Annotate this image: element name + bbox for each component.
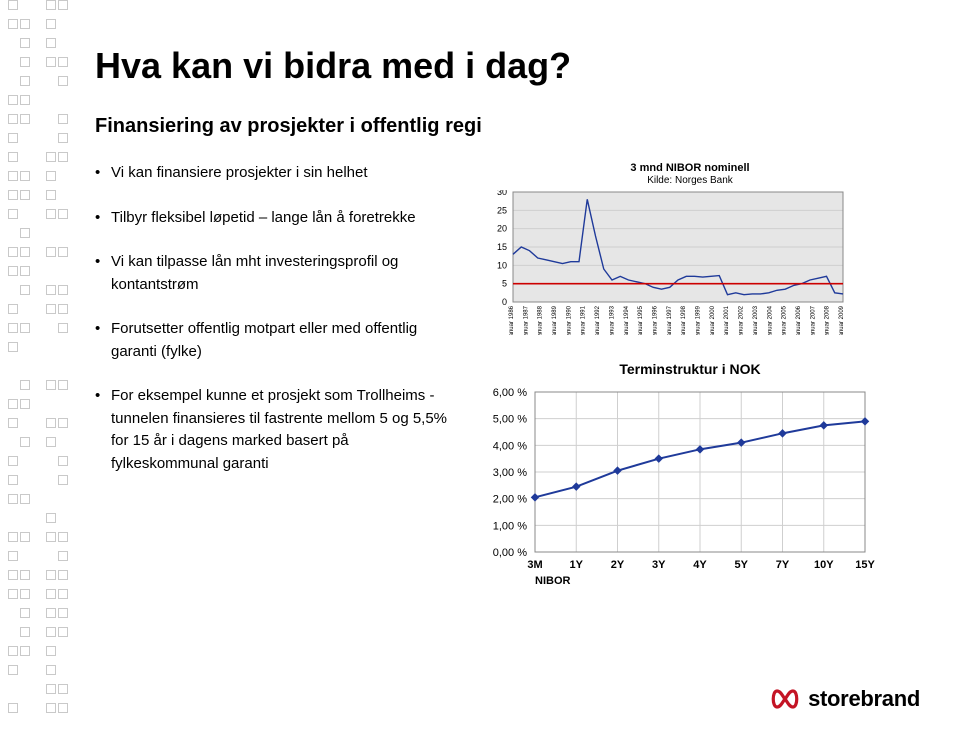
list-item: For eksempel kunne et prosjekt som Troll… xyxy=(95,385,455,475)
svg-text:25: 25 xyxy=(497,206,507,216)
svg-text:januar 1988: januar 1988 xyxy=(538,306,544,336)
svg-text:januar 1993: januar 1993 xyxy=(609,306,615,336)
nibor-chart: 3 mnd NIBOR nominell Kilde: Norges Bank … xyxy=(485,162,895,335)
bullet-column: Vi kan finansiere prosjekter i sin helhe… xyxy=(95,162,455,620)
svg-text:20: 20 xyxy=(497,224,507,234)
svg-text:30: 30 xyxy=(497,190,507,197)
svg-text:10: 10 xyxy=(497,261,507,271)
svg-text:januar 1991: januar 1991 xyxy=(581,306,587,336)
svg-text:1,00 %: 1,00 % xyxy=(493,520,527,532)
nibor-chart-subtitle: Kilde: Norges Bank xyxy=(485,175,895,186)
term-chart: Terminstruktur i NOK 0,00 % 1,00 % 2,00 % 3… xyxy=(485,361,895,594)
svg-text:15: 15 xyxy=(497,242,507,252)
svg-text:5,00 %: 5,00 % xyxy=(493,414,527,426)
list-item: Vi kan finansiere prosjekter i sin helhe… xyxy=(95,162,455,185)
nibor-chart-svg: 0 5 10 15 20 25 30 januar 1986 januar 1987 januar… xyxy=(485,190,885,335)
brand-name: storebrand xyxy=(808,686,920,712)
svg-text:januar 1990: januar 1990 xyxy=(566,306,572,336)
svg-text:januar 1999: januar 1999 xyxy=(696,306,702,336)
nibor-chart-title: 3 mnd NIBOR nominell xyxy=(485,162,895,175)
svg-text:januar 1994: januar 1994 xyxy=(624,306,630,336)
svg-text:januar 1997: januar 1997 xyxy=(667,306,673,336)
page-subtitle: Finansiering av prosjekter i offentlig r… xyxy=(95,115,920,138)
svg-text:januar 2003: januar 2003 xyxy=(753,306,759,336)
svg-text:januar 1996: januar 1996 xyxy=(652,306,658,336)
svg-text:januar 2007: januar 2007 xyxy=(810,306,816,336)
charts-column: 3 mnd NIBOR nominell Kilde: Norges Bank … xyxy=(485,162,895,620)
svg-text:4,00 %: 4,00 % xyxy=(493,440,527,452)
svg-text:januar 2001: januar 2001 xyxy=(724,306,730,336)
list-item: Forutsetter offentlig motpart eller med … xyxy=(95,318,455,363)
svg-text:6,00 %: 6,00 % xyxy=(493,387,527,399)
svg-text:januar 1995: januar 1995 xyxy=(638,306,644,336)
term-chart-title: Terminstruktur i NOK xyxy=(485,361,895,378)
svg-text:3,00 %: 3,00 % xyxy=(493,467,527,479)
bullet-list: Vi kan finansiere prosjekter i sin helhe… xyxy=(95,162,455,475)
svg-text:januar 2005: januar 2005 xyxy=(782,306,788,336)
page-title: Hva kan vi bidra med i dag? xyxy=(95,45,920,87)
svg-text:januar 1989: januar 1989 xyxy=(552,306,558,336)
svg-text:1Y: 1Y xyxy=(570,559,584,571)
svg-text:2Y: 2Y xyxy=(611,559,625,571)
list-item: Vi kan tilpasse lån mht investeringsprof… xyxy=(95,251,455,296)
svg-text:5: 5 xyxy=(502,279,507,289)
svg-text:10Y: 10Y xyxy=(814,559,834,571)
svg-text:0: 0 xyxy=(502,297,507,307)
slide-content: Hva kan vi bidra med i dag? Finansiering… xyxy=(95,45,920,620)
svg-text:4Y: 4Y xyxy=(693,559,707,571)
svg-text:januar 2008: januar 2008 xyxy=(825,306,831,336)
svg-text:januar 2006: januar 2006 xyxy=(796,306,802,336)
svg-text:januar 2000: januar 2000 xyxy=(710,306,716,336)
svg-text:januar 1998: januar 1998 xyxy=(681,306,687,336)
svg-text:3M: 3M xyxy=(527,559,542,571)
svg-text:NIBOR: NIBOR xyxy=(535,575,571,587)
svg-text:januar 2002: januar 2002 xyxy=(739,306,745,336)
svg-text:3Y: 3Y xyxy=(652,559,666,571)
svg-text:januar 2009: januar 2009 xyxy=(839,306,845,336)
svg-text:januar 1992: januar 1992 xyxy=(595,306,601,336)
list-item: Tilbyr fleksibel løpetid – lange lån å f… xyxy=(95,207,455,230)
svg-text:7Y: 7Y xyxy=(776,559,790,571)
term-chart-svg: 0,00 % 1,00 % 2,00 % 3,00 % 4,00 % 5,00 % 6,00… xyxy=(485,384,885,594)
svg-text:0,00 %: 0,00 % xyxy=(493,547,527,559)
svg-text:januar 1987: januar 1987 xyxy=(523,306,529,336)
brand-logo: storebrand xyxy=(770,686,920,712)
infinity-icon xyxy=(770,687,800,711)
left-decorative-pattern xyxy=(8,0,78,742)
svg-text:5Y: 5Y xyxy=(735,559,749,571)
svg-text:15Y: 15Y xyxy=(855,559,875,571)
svg-text:januar 2004: januar 2004 xyxy=(767,306,773,336)
svg-text:2,00 %: 2,00 % xyxy=(493,494,527,506)
svg-text:januar 1986: januar 1986 xyxy=(509,306,515,336)
